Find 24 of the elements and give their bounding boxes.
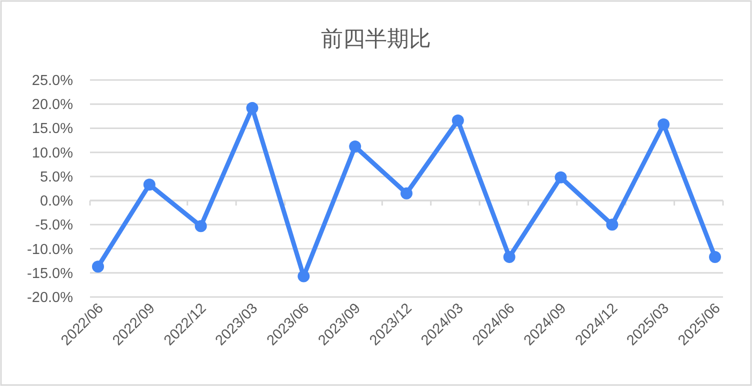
title: 前四半期比 (321, 26, 431, 51)
y-tick-label: 25.0% (32, 73, 74, 89)
y-tick-label: 5.0% (40, 169, 74, 186)
y-tick-label: 20.0% (32, 97, 74, 114)
point (503, 250, 516, 263)
y-tick-label: -15.0% (27, 266, 74, 282)
point (92, 260, 104, 273)
y-tick-label: -20.0% (27, 290, 74, 306)
point (349, 140, 362, 153)
point (298, 270, 310, 282)
point (194, 220, 207, 232)
point (246, 102, 258, 114)
point (452, 114, 464, 127)
y-tick-label: 15.0% (32, 121, 74, 138)
point (400, 187, 412, 200)
point (554, 171, 567, 184)
y-tick-label: -10.0% (27, 242, 74, 258)
y-tick-label: -5.0% (35, 218, 74, 234)
y-tick-label: 0.0% (40, 194, 74, 210)
y-tick-label: 10.0% (32, 145, 74, 162)
point (143, 178, 156, 191)
point (658, 118, 670, 130)
point (606, 218, 618, 231)
point (709, 250, 721, 263)
